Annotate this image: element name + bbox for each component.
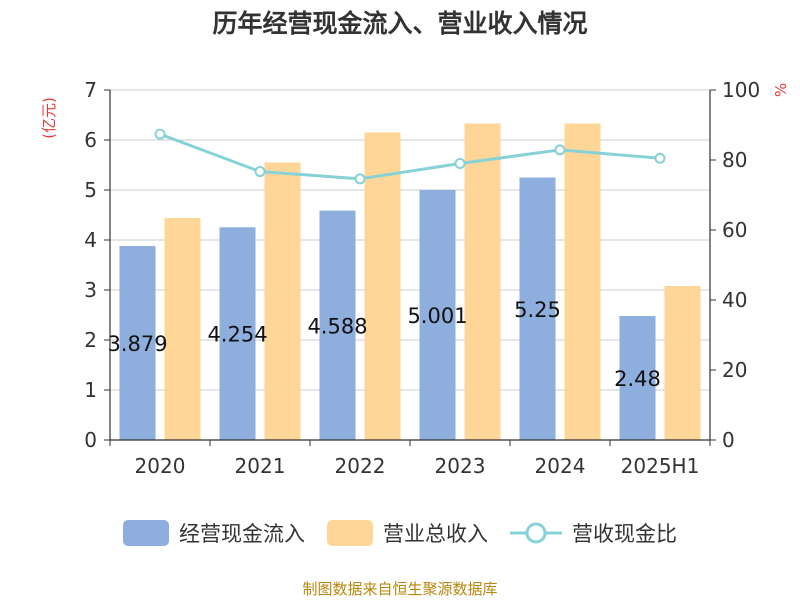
bar-cash-inflow [419, 189, 456, 440]
bar-cash-inflow [619, 316, 656, 440]
data-label-cash-inflow: 5.25 [514, 298, 561, 322]
bar-revenue [664, 286, 701, 440]
source-note: 制图数据来自恒生聚源数据库 [302, 580, 498, 598]
bar-revenue [564, 123, 601, 440]
legend-label-cash-inflow: 经营现金流入 [179, 522, 305, 546]
left-tick-label: 3 [84, 278, 97, 302]
bar-cash-inflow [319, 210, 356, 440]
x-tick-label: 2020 [135, 454, 186, 478]
legend-item-ratio[interactable]: 营收现金比 [510, 518, 677, 548]
left-tick-label: 7 [84, 78, 97, 102]
bar-revenue [264, 162, 301, 440]
bar-revenue [164, 218, 201, 440]
bar-cash-inflow [219, 227, 256, 440]
legend-label-revenue: 营业总收入 [383, 522, 488, 546]
left-tick-label: 5 [84, 178, 97, 202]
left-tick-label: 2 [84, 328, 97, 352]
ratio-point [354, 173, 366, 185]
x-tick-label: 2021 [235, 454, 286, 478]
left-tick-label: 4 [84, 228, 97, 252]
right-tick-label: 60 [722, 218, 747, 242]
ratio-point [254, 166, 266, 178]
data-label-cash-inflow: 4.588 [307, 314, 367, 338]
left-tick-label: 0 [84, 428, 97, 452]
ratio-line [159, 132, 661, 181]
right-axis-unit: % [772, 83, 790, 97]
right-tick-label: 0 [722, 428, 735, 452]
x-tick-label: 2022 [335, 454, 386, 478]
x-tick-label: 2024 [535, 454, 586, 478]
legend-swatch-cash-inflow [123, 520, 169, 546]
chart-legend: 经营现金流入 营业总收入 营收现金比 [0, 518, 800, 548]
bar-cash-inflow [119, 246, 156, 440]
left-tick-label: 6 [84, 128, 97, 152]
ratio-point [154, 128, 166, 140]
legend-item-revenue[interactable]: 营业总收入 [327, 518, 488, 548]
data-label-cash-inflow: 3.879 [107, 332, 167, 356]
ratio-point [554, 144, 566, 156]
x-tick-label: 2025H1 [621, 454, 700, 478]
ratio-point [654, 152, 666, 164]
bar-revenue [364, 132, 401, 440]
data-label-cash-inflow: 2.48 [614, 367, 661, 391]
left-tick-label: 1 [84, 378, 97, 402]
ratio-point [454, 158, 466, 169]
data-label-cash-inflow: 5.001 [407, 304, 467, 328]
right-tick-label: 40 [722, 288, 747, 312]
legend-label-ratio: 营收现金比 [572, 522, 677, 546]
right-tick-label: 100 [722, 78, 760, 102]
chart-title: 历年经营现金流入、营业收入情况 [212, 9, 588, 38]
legend-swatch-ratio [510, 522, 562, 544]
left-axis-unit: (亿元) [40, 97, 58, 139]
legend-item-cash-inflow[interactable]: 经营现金流入 [123, 518, 305, 548]
x-tick-label: 2023 [435, 454, 486, 478]
right-tick-label: 20 [722, 358, 747, 382]
bar-revenue [464, 123, 501, 440]
right-tick-label: 80 [722, 148, 747, 172]
bar-cash-inflow [519, 177, 556, 440]
legend-swatch-revenue [327, 520, 373, 546]
data-label-cash-inflow: 4.254 [207, 323, 267, 347]
